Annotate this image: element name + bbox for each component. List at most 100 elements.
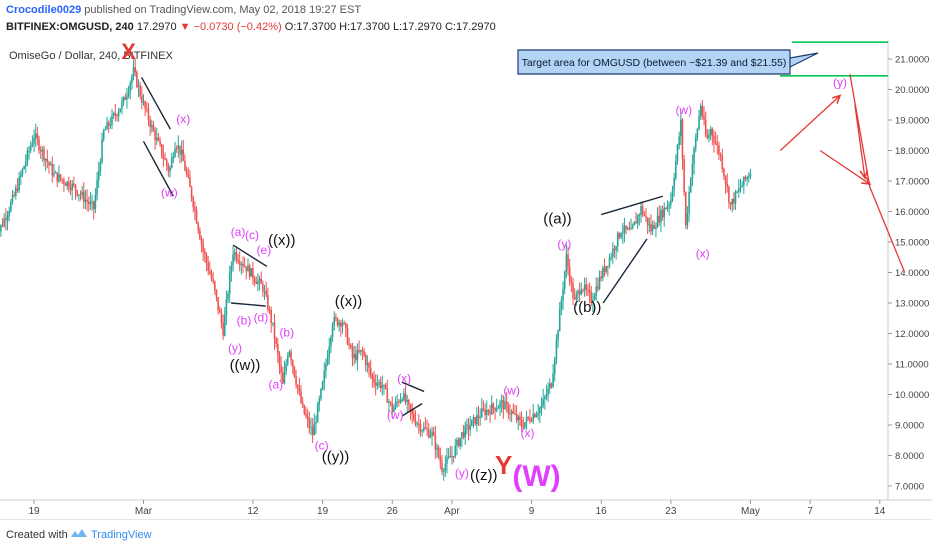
candle-body [415, 419, 417, 424]
candle-body [101, 140, 103, 163]
candle-body [708, 135, 710, 138]
candle-body [726, 184, 728, 187]
candle-body [615, 246, 617, 250]
candle-body [68, 182, 70, 189]
candle-body [355, 354, 357, 360]
candle-body [337, 318, 339, 325]
candle-body [265, 291, 267, 295]
candle-body [559, 309, 561, 331]
candle-body [547, 388, 549, 395]
x-tick-label: 19 [28, 506, 40, 517]
candle-body [642, 206, 644, 214]
candle-body [552, 373, 554, 386]
candle-body [285, 364, 287, 372]
candle-body [3, 218, 5, 225]
candle-body [562, 289, 564, 300]
candle-body [589, 290, 591, 292]
tradingview-logo-icon[interactable] [70, 527, 88, 546]
candle-body [700, 106, 702, 116]
candle-body [534, 414, 536, 417]
candle-body [234, 252, 236, 254]
candle-body [136, 72, 138, 87]
candle-body [131, 76, 133, 83]
candle-body [627, 228, 629, 229]
candle-body [481, 408, 483, 417]
candle-body [702, 106, 704, 116]
candle-body [357, 350, 359, 360]
candle-body [449, 456, 451, 457]
candle-body [556, 339, 558, 359]
candle-body [330, 337, 332, 346]
candle-body [748, 177, 750, 178]
candle-body [673, 178, 675, 190]
candle-body [474, 417, 476, 424]
wave-label: (w) [675, 103, 692, 117]
candle-body [619, 233, 621, 237]
wave-label: (b) [237, 313, 252, 327]
candle-body [647, 217, 649, 225]
candle-body [307, 416, 309, 418]
candle-body [176, 148, 178, 149]
candle-body [653, 225, 655, 229]
candle-body [335, 317, 337, 318]
candle-body [617, 233, 619, 247]
projection-line[interactable] [870, 187, 905, 272]
candle-body [305, 414, 307, 416]
candle-body [595, 287, 597, 296]
projection-line[interactable] [780, 96, 840, 151]
trendline[interactable] [601, 196, 663, 214]
candle-body [187, 174, 189, 177]
candle-body [325, 364, 327, 371]
candle-body [60, 174, 62, 179]
candle-body [488, 410, 490, 411]
candle-body [403, 393, 405, 399]
candle-body [320, 389, 322, 399]
candle-body [600, 277, 602, 278]
candle-body [37, 134, 39, 140]
candle-body [226, 299, 228, 315]
candle-body [33, 138, 35, 143]
candle-body [668, 204, 670, 205]
candle-body [451, 456, 453, 458]
candle-body [743, 177, 745, 185]
candle-body [270, 310, 272, 323]
x-tick-label: 14 [874, 506, 886, 517]
candle-body [493, 404, 495, 408]
candle-body [123, 97, 125, 101]
projection-line[interactable] [855, 105, 865, 178]
candle-body [632, 225, 634, 228]
candle-body [388, 402, 390, 403]
projection-line[interactable] [850, 74, 870, 187]
candle-body [88, 202, 90, 204]
candle-body [340, 322, 342, 326]
wave-label: (x) [521, 426, 535, 440]
candle-body [323, 371, 325, 382]
y-tick-label: 19.0000 [895, 116, 929, 127]
price-chart[interactable]: OmiseGo / Dollar, 240, BITFINEX 21.00002… [0, 0, 932, 519]
candle-body [602, 268, 604, 279]
target-callout[interactable]: Target area for OMGUSD (between ~$21.39 … [518, 50, 818, 74]
trendline[interactable] [231, 303, 266, 306]
candle-body [677, 145, 679, 161]
candle-body [445, 464, 447, 471]
candle-body [144, 102, 146, 109]
candle-body [18, 177, 20, 191]
candle-body [693, 148, 695, 164]
tradingview-brand-link[interactable]: TradingView [91, 529, 152, 541]
candle-body [347, 328, 349, 344]
candle-body [395, 402, 397, 408]
candle-body [163, 155, 165, 158]
candle-body [612, 249, 614, 257]
trendline[interactable] [603, 239, 647, 303]
candle-body [212, 279, 214, 282]
wave-label: (y) [455, 466, 469, 480]
candle-body [141, 96, 143, 103]
candle-body [544, 397, 546, 399]
candle-body [53, 173, 55, 175]
candle-body [209, 271, 211, 274]
candle-body [682, 120, 684, 159]
candle-body [652, 225, 654, 231]
candle-body [577, 291, 579, 295]
candle-body [614, 249, 616, 251]
candles [0, 57, 751, 481]
